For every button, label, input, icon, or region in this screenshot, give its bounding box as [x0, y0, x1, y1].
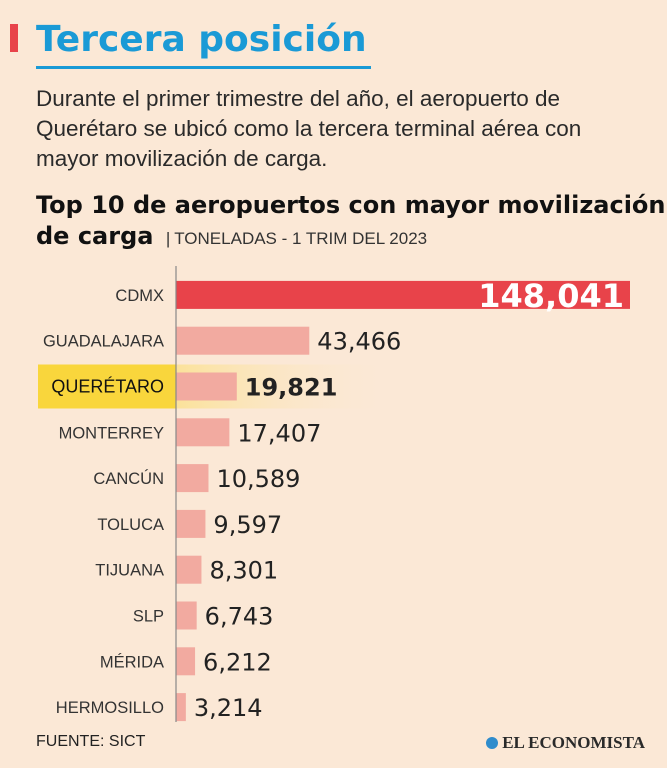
bar-2 [176, 372, 237, 401]
category-label-6: TIJUANA [95, 562, 164, 580]
chart-subtitle: TONELADAS - 1 TRIM DEL 2023 [174, 229, 428, 248]
value-label-7: 6,743 [205, 603, 274, 631]
category-label-1: GUADALAJARA [43, 333, 164, 351]
bar-8 [176, 647, 196, 676]
value-label-3: 17,407 [237, 419, 321, 447]
category-label-5: TOLUCA [97, 516, 164, 534]
bar-0 [176, 280, 630, 309]
source-note: FUENTE: SICT [36, 733, 146, 750]
category-label-4: CANCÚN [93, 469, 164, 488]
intro-text: Durante el primer trimestre del año, el … [36, 86, 582, 171]
category-label-7: SLP [133, 608, 164, 626]
bar-6 [176, 555, 202, 584]
chart-title-block: Top 10 de aeropuertos con mayor moviliza… [36, 190, 667, 254]
bar-5 [176, 509, 206, 538]
value-label-6: 8,301 [209, 557, 278, 585]
page-title: Tercera posición [36, 14, 371, 69]
category-label-2: QUERÉTARO [51, 377, 164, 397]
value-label-8: 6,212 [203, 648, 272, 676]
bar-3 [176, 418, 230, 447]
highlight-label-band [38, 364, 176, 409]
value-label-9: 3,214 [194, 694, 263, 722]
bar-9 [176, 693, 186, 722]
logo-text: EL ECONOMISTA [502, 733, 645, 752]
accent-bar [10, 24, 18, 52]
bar-1 [176, 326, 310, 355]
value-label-1: 43,466 [317, 328, 401, 356]
value-label-4: 10,589 [216, 465, 300, 493]
chart-subtitle-wrap: | TONELADAS - 1 TRIM DEL 2023 [165, 229, 428, 248]
category-label-0: CDMX [115, 287, 164, 305]
publisher-logo: EL ECONOMISTA [486, 733, 645, 753]
logo-globe-icon [486, 737, 499, 749]
value-label-5: 9,597 [213, 511, 282, 539]
value-label-2: 19,821 [245, 374, 338, 402]
chart-title: Top 10 de aeropuertos con mayor moviliza… [36, 191, 666, 250]
bar-4 [176, 464, 209, 493]
category-label-9: HERMOSILLO [56, 699, 164, 717]
category-label-3: MONTERREY [59, 424, 164, 442]
value-label-0: 148,041 [478, 277, 624, 315]
category-label-8: MÉRIDA [100, 652, 164, 671]
bar-7 [176, 601, 197, 630]
